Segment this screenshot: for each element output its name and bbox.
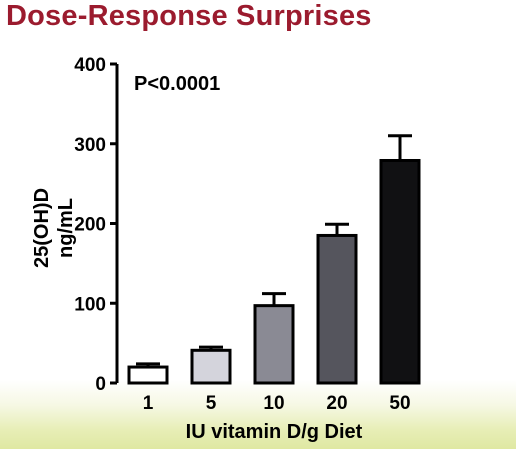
y-tick-label: 200 — [74, 215, 106, 236]
y-axis-title-units: ng/mL — [55, 198, 77, 258]
y-tick-label: 100 — [74, 294, 106, 315]
bar — [127, 365, 169, 385]
y-tick-label: 300 — [74, 135, 106, 156]
x-tick-label: 20 — [326, 393, 347, 414]
x-tick-label: 5 — [206, 393, 217, 414]
slide-title: Dose-Response Surprises — [6, 0, 372, 32]
y-tick-label: 0 — [95, 374, 106, 395]
y-axis-title: 25(OH)D — [31, 188, 53, 268]
y-axis: 0 100 200 300 400 — [74, 55, 119, 395]
bar — [316, 233, 358, 385]
x-axis-title: IU vitamin D/g Diet — [186, 421, 363, 443]
bar — [253, 304, 295, 385]
error-bars-group — [136, 134, 412, 368]
bar — [190, 348, 232, 385]
x-tick-label: 50 — [389, 393, 410, 414]
labels-group: 25(OH)D ng/mL IU vitamin D/g Diet P<0.0001 — [31, 73, 363, 443]
x-axis: 1 5 10 20 50 — [143, 393, 411, 414]
y-tick-label: 400 — [74, 55, 106, 76]
x-tick-label: 1 — [143, 393, 154, 414]
x-tick-label: 10 — [263, 393, 284, 414]
p-value-annotation: P<0.0001 — [134, 73, 220, 95]
bars-group — [127, 158, 421, 385]
bar — [379, 158, 421, 385]
